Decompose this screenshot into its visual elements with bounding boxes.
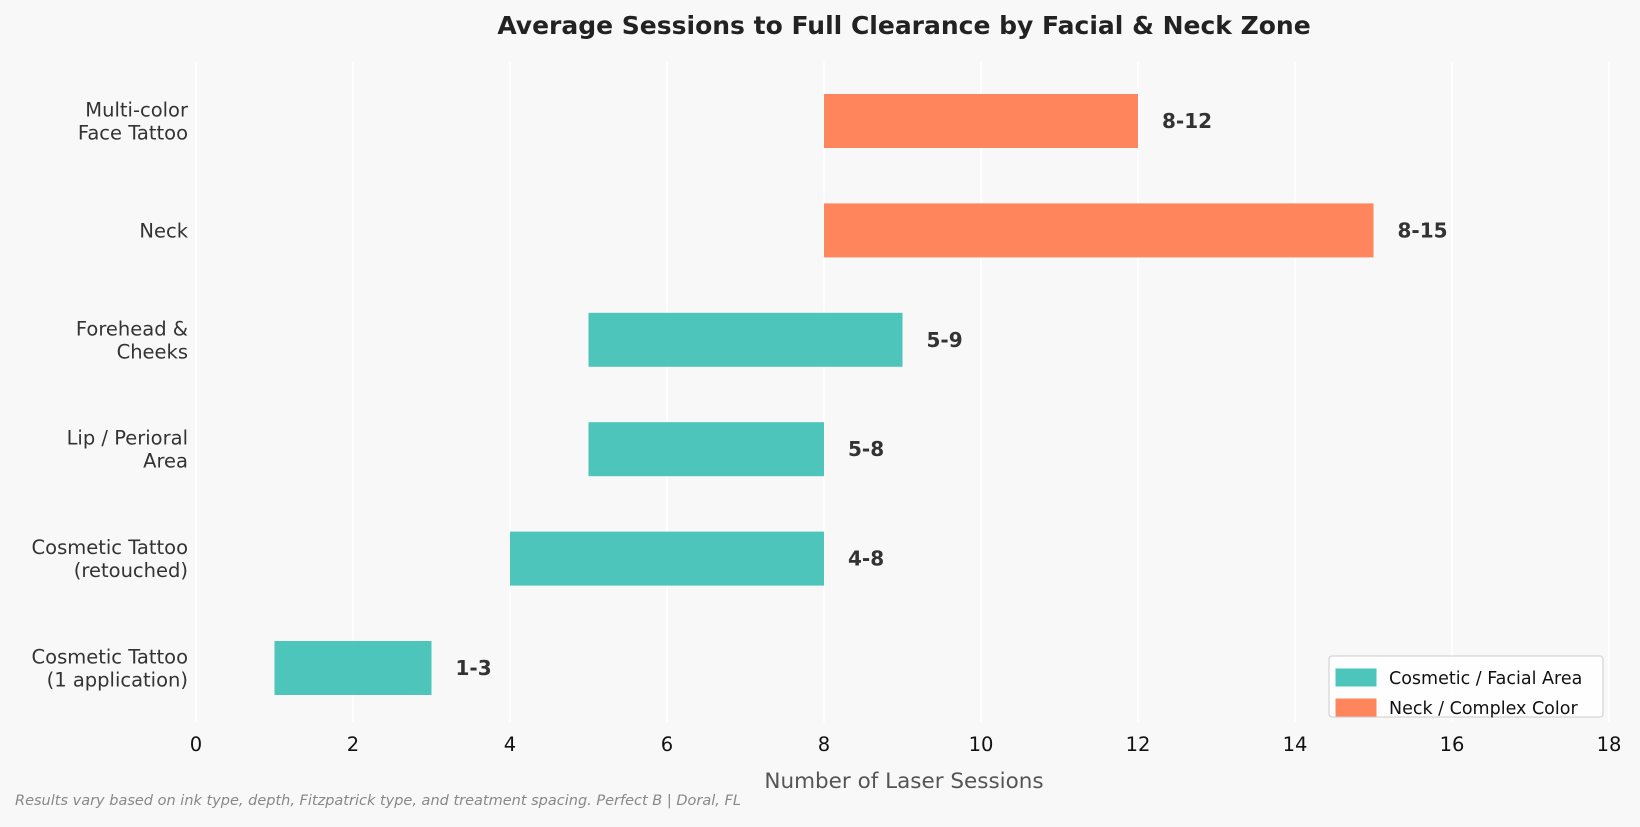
legend-label: Neck / Complex Color — [1389, 699, 1578, 719]
legend-items: Cosmetic / Facial Area Neck / Complex Col… — [1335, 668, 1582, 719]
x-axis-ticks: 0 2 4 6 8 10 12 14 16 18 — [190, 733, 1622, 756]
legend-frame — [1328, 655, 1604, 718]
bar-value-label: 8-15 — [1398, 218, 1448, 242]
x-tick-label: 0 — [190, 733, 202, 756]
y-tick-label: (retouched) — [74, 559, 188, 582]
x-tick-label: 8 — [818, 733, 830, 756]
y-tick-label: Cosmetic Tattoo — [32, 646, 188, 669]
bar-value-label: 8-12 — [1162, 109, 1212, 133]
x-tick-label: 4 — [504, 733, 516, 756]
legend-swatch — [1335, 668, 1377, 687]
legend-swatch — [1335, 698, 1377, 717]
bars-group — [274, 94, 1374, 695]
bar-value-label: 5-9 — [927, 328, 963, 352]
bar-value-label: 4-8 — [848, 547, 884, 571]
bar — [588, 422, 824, 477]
footnote: Results vary based on ink type, depth, F… — [15, 793, 741, 809]
legend: Cosmetic / Facial Area Neck / Complex Col… — [1328, 655, 1604, 719]
y-tick-label: Area — [143, 450, 188, 473]
y-tick-label: Neck — [139, 219, 188, 242]
y-tick-label: Cosmetic Tattoo — [32, 536, 188, 559]
y-tick-label: Forehead & — [76, 317, 188, 340]
bar — [274, 641, 432, 695]
bar-labels-group: 8-12 8-15 5-9 5-8 4-8 1-3 — [456, 109, 1448, 680]
x-tick-label: 16 — [1440, 733, 1465, 756]
bar — [824, 203, 1374, 258]
bar — [588, 312, 903, 367]
bar — [510, 531, 824, 586]
x-tick-label: 12 — [1126, 733, 1151, 756]
x-tick-label: 10 — [969, 733, 994, 756]
y-tick-label: Lip / Perioral — [67, 427, 188, 450]
legend-label: Cosmetic / Facial Area — [1389, 669, 1582, 689]
chart-title: Average Sessions to Full Clearance by Fa… — [497, 11, 1310, 40]
y-tick-label: Multi-color — [85, 99, 189, 122]
y-tick-label: Cheeks — [117, 340, 188, 363]
x-axis-label: Number of Laser Sessions — [764, 769, 1043, 794]
x-tick-label: 2 — [347, 733, 359, 756]
x-tick-label: 14 — [1283, 733, 1308, 756]
x-tick-label: 18 — [1597, 733, 1622, 756]
bar-value-label: 1-3 — [456, 656, 492, 680]
bar-value-label: 5-8 — [848, 437, 884, 461]
bar — [824, 94, 1138, 148]
grid-lines — [195, 62, 1610, 722]
x-tick-label: 6 — [661, 733, 673, 756]
y-tick-label: (1 application) — [47, 669, 188, 692]
y-tick-label: Face Tattoo — [78, 122, 188, 145]
